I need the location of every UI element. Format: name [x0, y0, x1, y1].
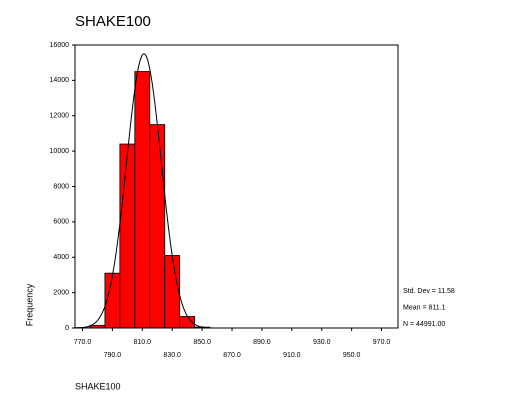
x-tick-label: 890.0	[253, 339, 271, 346]
y-tick-label: 12000	[50, 113, 70, 120]
bar	[134, 71, 151, 329]
x-tick-label: 930.0	[313, 339, 331, 346]
bar	[119, 143, 136, 329]
x-tick-label: 850.0	[193, 339, 211, 346]
plot-area: 0 2000 4000 6000 8000 10000 12000 14000 16000 770…	[50, 42, 455, 359]
bar	[164, 255, 181, 329]
stat-label: Mean = 811.1	[403, 304, 446, 311]
x-tick-label: 870.0	[223, 352, 241, 359]
chart-title: SHAKE100	[75, 13, 151, 30]
bar	[149, 124, 166, 329]
stat-label: N = 44991.00	[403, 321, 445, 328]
x-tick-label: 950.0	[343, 352, 361, 359]
y-axis-label: Frequency	[24, 283, 34, 326]
y-tick-label: 16000	[50, 42, 70, 49]
x-axis-label: SHAKE100	[75, 381, 121, 391]
y-tick-label: 4000	[53, 254, 69, 261]
x-tick-label: 970.0	[373, 339, 391, 346]
y-tick-label: 2000	[53, 289, 69, 296]
y-tick-label: 0	[65, 325, 69, 332]
y-tick-label: 8000	[53, 183, 69, 190]
y-tick-label: 10000	[50, 148, 70, 155]
x-tick-label: 770.0	[74, 339, 92, 346]
normal-curve	[74, 53, 214, 329]
x-tick-label: 810.0	[134, 339, 152, 346]
x-tick-label: 830.0	[163, 352, 181, 359]
x-tick-label: 790.0	[104, 352, 122, 359]
y-tick-label: 6000	[53, 219, 69, 226]
plot-frame	[74, 44, 399, 329]
stat-label: Std. Dev = 11.58	[403, 288, 455, 295]
x-tick-label: 910.0	[283, 352, 301, 359]
y-tick-label: 14000	[50, 77, 70, 84]
